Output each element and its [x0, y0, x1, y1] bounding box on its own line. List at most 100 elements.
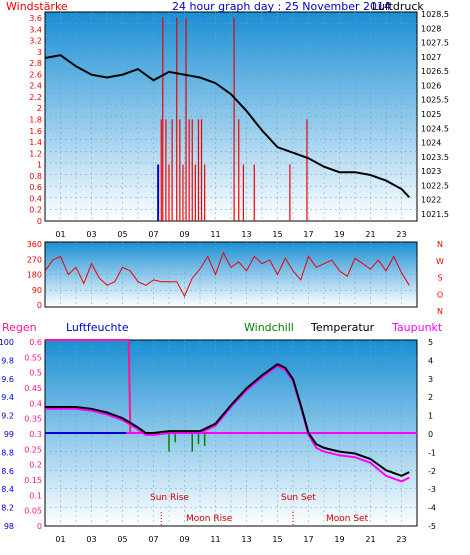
wind-tick-label: 0.2 [29, 206, 42, 215]
pressure-tick-label: 1025.5 [421, 96, 449, 105]
hour-tick-label: 09 [179, 535, 189, 544]
rain-tick-label: 0.35 [24, 415, 42, 424]
hour-tick-label: 15 [272, 230, 282, 239]
wind-tick-label: 2.2 [29, 93, 42, 102]
pressure-tick-label: 1024 [421, 139, 441, 148]
direction-tick-label: 0 [37, 301, 42, 310]
temperature-tick-label: -1 [428, 448, 436, 457]
rain-tick-label: 0.1 [29, 491, 42, 500]
hour-tick-label: 11 [210, 535, 220, 544]
sun-moon-annotations: Sun Rise Sun Set Moon Rise Moon Set [150, 493, 369, 526]
rain-tick-label: 0.2 [29, 461, 42, 470]
temperature-tick-label: 3 [428, 375, 433, 384]
rain-tick-label: 0.45 [24, 384, 42, 393]
moon-set-label: Moon Set [326, 514, 369, 524]
temperature-axis: 5 4 3 2 1 0 -1 -2 -3 -4 -5 [428, 338, 436, 531]
pressure-tick-label: 1021.5 [421, 210, 449, 219]
temperature-tick-label: 4 [428, 356, 433, 365]
wind-tick-label: 0.4 [29, 194, 42, 203]
moon-rise-label: Moon Rise [186, 514, 233, 524]
luftfeuchte-label: Luftfeuchte [66, 321, 129, 334]
temperatur-label: Temperatur [310, 321, 375, 334]
humidity-tick-label: 99 [4, 430, 14, 439]
hour-tick-label: 23 [396, 535, 406, 544]
hour-tick-label: 13 [241, 535, 251, 544]
humidity-tick-label: 8.2 [1, 504, 14, 513]
pressure-tick-label: 1026 [421, 81, 441, 90]
wind-tick-label: 2.6 [29, 70, 42, 79]
hour-tick-label: 21 [365, 230, 375, 239]
wind-bars [157, 17, 308, 221]
direction-tick-label: 270 [27, 255, 42, 264]
pressure-line [44, 54, 411, 198]
taupunkt-label: Taupunkt [391, 321, 443, 334]
wind-tick-label: 2.8 [29, 59, 42, 68]
sun-rise-label: Sun Rise [150, 493, 189, 503]
humidity-tick-label: 8.4 [1, 485, 14, 494]
rain-tick-label: 0 [37, 522, 42, 531]
hour-tick-label: 13 [241, 230, 251, 239]
wind-direction-line [44, 251, 410, 298]
humidity-tick-label: 98 [4, 522, 14, 531]
dewpoint-line [45, 364, 410, 483]
rain-tick-label: 0.55 [24, 353, 42, 362]
temperature-tick-label: 0 [428, 430, 433, 439]
rain-tick-label: 0.15 [24, 476, 42, 485]
pressure-tick-label: 1023.5 [421, 153, 449, 162]
direction-tick-label: 360 [27, 240, 42, 249]
direction-tick-label: 90 [32, 286, 42, 295]
temperature-tick-label: 1 [428, 412, 433, 421]
hour-tick-label: 07 [148, 230, 158, 239]
windstaerke-label: Windstärke [6, 0, 68, 13]
regen-label: Regen [2, 321, 37, 334]
humidity-tick-label: 100 [0, 338, 14, 347]
hour-tick-label: 01 [55, 535, 65, 544]
luftdruck-label: Luftdruck [372, 0, 424, 13]
hour-axis-bottom: 01 03 05 07 09 11 13 15 17 19 21 23 [55, 535, 406, 544]
compass-label: S [437, 274, 442, 283]
hour-tick-label: 17 [303, 230, 313, 239]
pressure-tick-label: 1026.5 [421, 67, 449, 76]
pressure-tick-label: 1028.5 [421, 10, 449, 19]
wind-tick-label: 1.2 [29, 149, 42, 158]
wind-pressure-grid [45, 12, 417, 221]
humidity-axis: 100 9.8 9.6 9.4 9.2 99 8.8 8.6 8.4 8.2 98 [0, 338, 14, 531]
wind-tick-label: 3 [37, 48, 42, 57]
rain-axis: 0.6 0.55 0.5 0.45 0.4 0.35 0.3 0.25 0.2 0.15 0.1 0.… [24, 338, 42, 531]
pressure-tick-label: 1023 [421, 167, 441, 176]
hour-tick-label: 01 [55, 230, 65, 239]
wind-tick-label: 2.4 [29, 82, 42, 91]
temperature-tick-label: -3 [428, 485, 436, 494]
hour-tick-label: 23 [396, 230, 406, 239]
hour-tick-label: 15 [272, 535, 282, 544]
temperature-tick-label: 5 [428, 338, 433, 347]
wind-tick-label: 0 [37, 217, 42, 226]
rain-tick-label: 0.5 [29, 369, 42, 378]
hour-axis-top: 01 03 05 07 09 11 13 15 17 19 21 23 [55, 230, 406, 239]
pressure-tick-label: 1022 [421, 196, 441, 205]
temperature-tick-label: 2 [428, 393, 433, 402]
direction-axis: 360 270 180 90 0 [27, 240, 42, 310]
pressure-tick-label: 1024.5 [421, 124, 449, 133]
hour-tick-label: 11 [210, 230, 220, 239]
rain-tick-label: 0.05 [24, 507, 42, 516]
hour-tick-label: 19 [334, 230, 344, 239]
direction-grid [45, 242, 417, 307]
sun-set-label: Sun Set [281, 493, 316, 503]
pressure-tick-label: 1025 [421, 110, 441, 119]
wind-tick-label: 1.6 [29, 127, 42, 136]
compass-label: W [436, 257, 444, 266]
humidity-tick-label: 9.6 [1, 375, 14, 384]
hour-tick-label: 03 [86, 535, 96, 544]
hour-tick-label: 05 [117, 230, 127, 239]
wind-tick-label: 0.8 [29, 172, 42, 181]
hour-tick-label: 17 [303, 535, 313, 544]
wind-tick-label: 1 [37, 161, 42, 170]
humidity-tick-label: 9.2 [1, 412, 14, 421]
pressure-tick-label: 1027 [421, 53, 441, 62]
windchill-label: Windchill [244, 321, 294, 334]
humidity-tick-label: 9.8 [1, 356, 14, 365]
hour-tick-label: 03 [86, 230, 96, 239]
wind-tick-label: 1.4 [29, 138, 42, 147]
temperature-line [45, 363, 410, 477]
